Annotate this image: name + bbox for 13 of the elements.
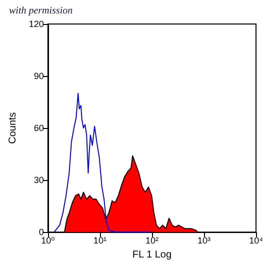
y-axis-title: Counts (8, 112, 18, 144)
y-tick-label: 90 (34, 71, 44, 82)
x-tick-label: 10² (145, 236, 158, 246)
x-tick-label: 10³ (197, 236, 210, 246)
y-tick-label: 60 (34, 123, 44, 134)
x-tick-label: 10⁴ (249, 236, 264, 246)
y-tick-label: 120 (28, 19, 44, 29)
x-axis-title: FL 1 Log (132, 250, 172, 260)
x-tick-label: 10⁰ (41, 236, 56, 246)
x-tick-label: 10¹ (93, 236, 106, 246)
y-tick-label: 0 (38, 227, 44, 238)
y-tick-label: 30 (34, 175, 44, 186)
text: with permission (9, 6, 73, 16)
